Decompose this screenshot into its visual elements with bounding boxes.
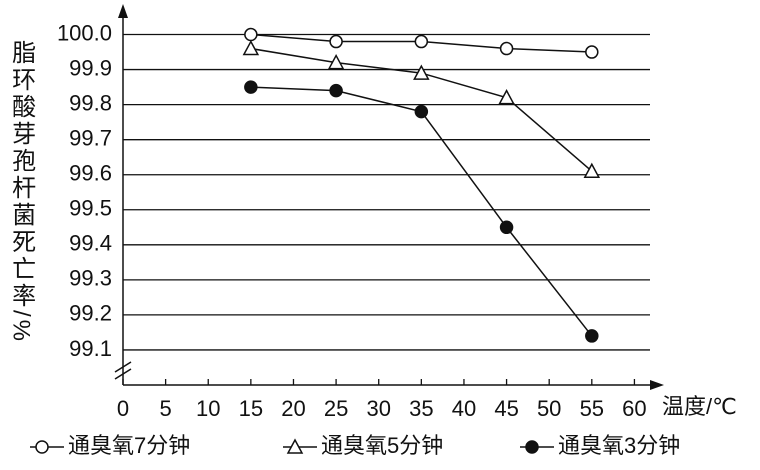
data-point [498, 89, 515, 105]
legend-marker [35, 440, 49, 454]
x-tick-label: 30 [366, 396, 390, 421]
legend-marker [525, 440, 539, 454]
data-point [585, 45, 599, 59]
y-tick-label: 99.3 [69, 266, 112, 291]
y-tick-label: 99.7 [69, 125, 112, 150]
axis-break [114, 368, 132, 380]
data-point [583, 162, 601, 178]
data-point [414, 104, 429, 119]
legend-label: 通臭氧7分钟 [68, 433, 190, 458]
data-point [499, 41, 514, 56]
x-tick-label: 10 [196, 396, 220, 421]
x-tick-label: 35 [409, 396, 433, 421]
series-line [250, 86, 593, 337]
y-tick-label: 99.1 [69, 336, 112, 361]
data-point [499, 220, 514, 235]
x-tick-label: 15 [239, 396, 263, 421]
data-point [242, 39, 260, 56]
y-tick-label: 99.2 [69, 301, 112, 326]
y-tick-label: 99.8 [69, 90, 112, 115]
legend-label: 通臭氧5分钟 [321, 433, 443, 458]
x-tick-label: 0 [117, 396, 129, 421]
x-arrow [650, 380, 664, 390]
x-tick-label: 25 [324, 396, 348, 421]
legend-marker [286, 438, 304, 454]
y-arrow [118, 4, 128, 18]
x-tick-label: 40 [452, 396, 476, 421]
data-point [414, 34, 429, 49]
y-tick-label: 99.5 [69, 196, 112, 221]
y-tick-label: 99.9 [69, 55, 112, 80]
x-tick-label: 45 [494, 396, 518, 421]
data-point [244, 27, 258, 42]
data-point [329, 83, 343, 98]
data-point [244, 80, 258, 94]
data-point [329, 34, 343, 49]
x-axis-label: 温度/℃ [662, 394, 737, 419]
axis-break [114, 361, 132, 373]
y-tick-label: 99.6 [69, 161, 112, 186]
x-tick-label: 60 [622, 396, 646, 421]
x-tick-label: 20 [281, 396, 305, 421]
x-tick-label: 5 [159, 396, 171, 421]
data-point [327, 53, 345, 70]
x-tick-label: 55 [580, 396, 604, 421]
y-tick-label: 100.0 [57, 20, 112, 45]
data-point [413, 64, 430, 80]
y-axis-label: 脂环酸芽孢杆菌死亡率/% [8, 40, 36, 344]
x-tick-label: 50 [537, 396, 561, 421]
y-tick-label: 99.4 [69, 231, 112, 256]
legend-label: 通臭氧3分钟 [558, 433, 680, 458]
data-point [585, 329, 599, 343]
